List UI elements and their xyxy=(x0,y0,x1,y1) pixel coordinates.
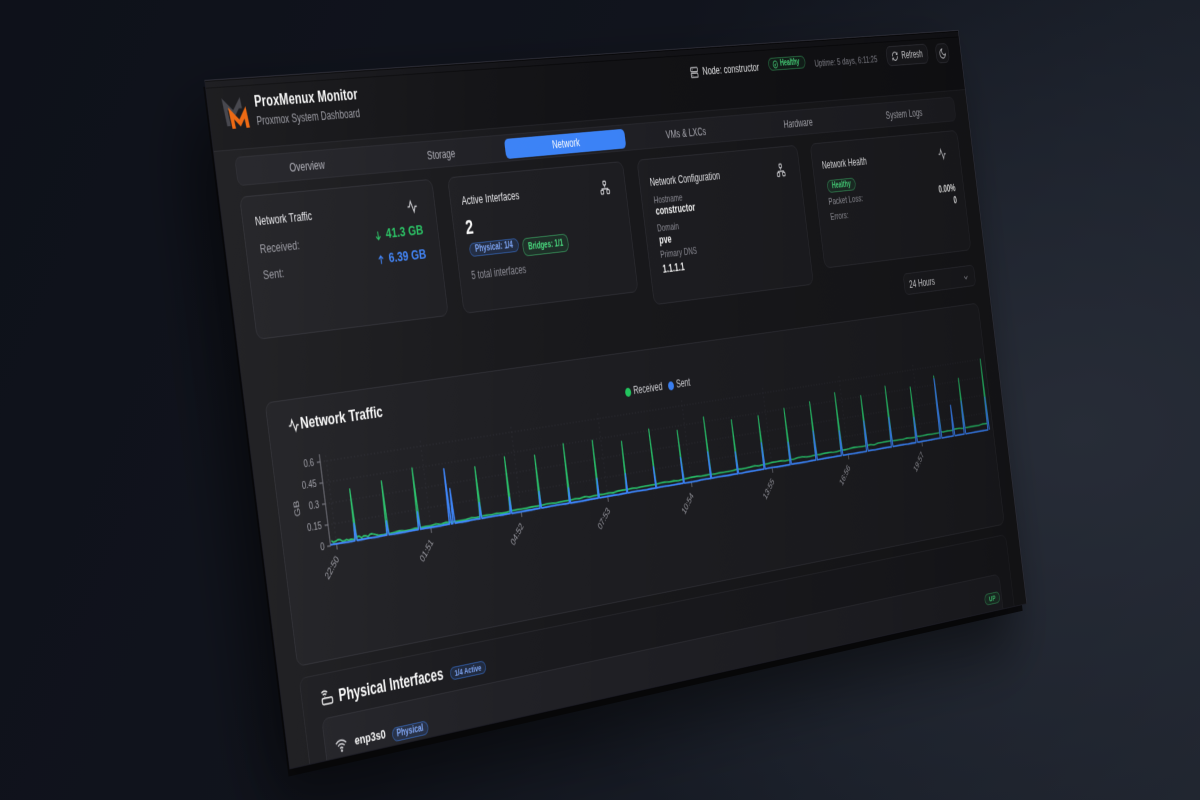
svg-text:0.3: 0.3 xyxy=(308,499,320,513)
svg-text:GB: GB xyxy=(292,499,303,517)
svg-text:0.45: 0.45 xyxy=(301,478,317,492)
svg-text:04:52: 04:52 xyxy=(509,521,525,548)
svg-text:01:51: 01:51 xyxy=(418,537,435,565)
svg-text:19:57: 19:57 xyxy=(912,450,925,474)
svg-text:10:54: 10:54 xyxy=(681,490,696,516)
svg-text:0.15: 0.15 xyxy=(307,520,323,535)
svg-text:07:53: 07:53 xyxy=(596,506,612,532)
svg-text:0.6: 0.6 xyxy=(303,457,315,471)
svg-text:22:50: 22:50 xyxy=(323,554,341,582)
svg-text:16:56: 16:56 xyxy=(838,463,852,488)
svg-text:0: 0 xyxy=(320,541,326,554)
svg-text:13:55: 13:55 xyxy=(762,477,776,502)
